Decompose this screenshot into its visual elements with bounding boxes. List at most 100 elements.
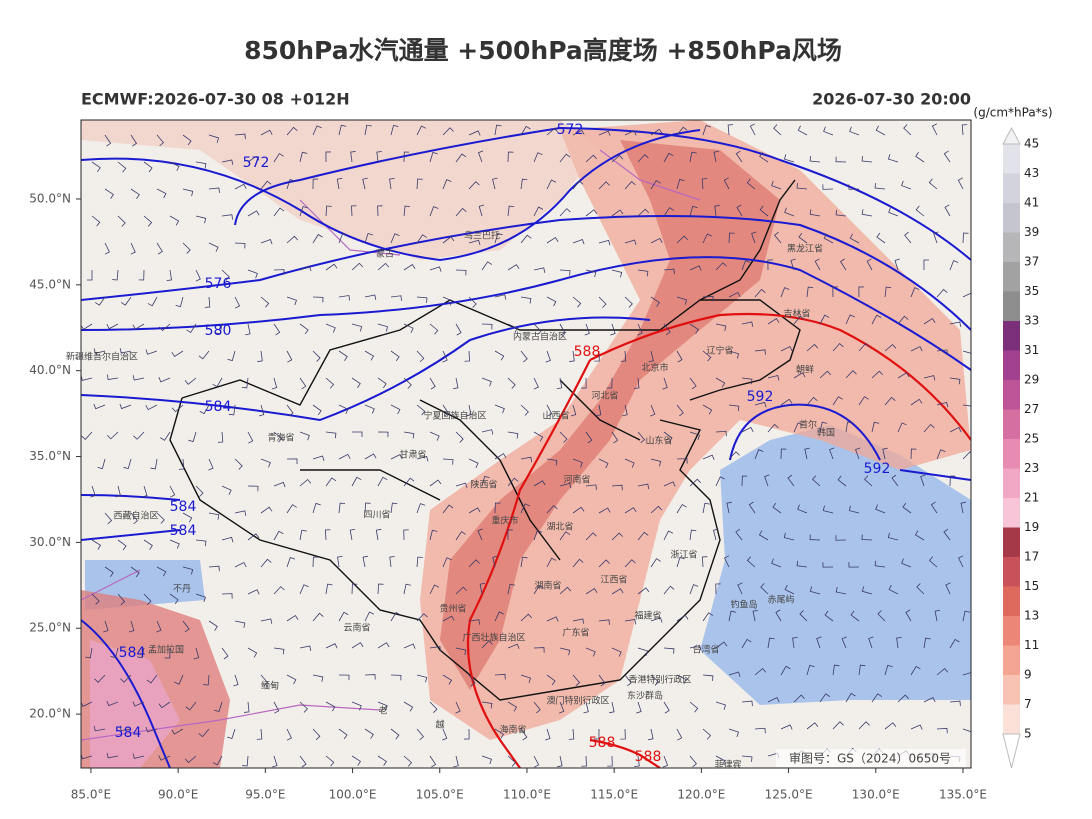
wind-barb xyxy=(767,637,775,649)
wind-barb xyxy=(949,426,962,433)
wind-barb xyxy=(749,123,756,136)
place-label: 辽宁省 xyxy=(706,345,733,357)
wind-barb xyxy=(442,557,452,568)
wind-barb xyxy=(559,647,571,656)
wind-barb xyxy=(227,350,236,362)
wind-barb xyxy=(572,674,581,687)
wind-barb xyxy=(481,377,492,387)
wind-barb xyxy=(351,476,362,487)
wind-barb xyxy=(128,620,135,633)
wind-barb xyxy=(351,262,364,271)
wind-barb xyxy=(559,269,571,276)
wind-barb xyxy=(158,323,171,332)
wind-barb xyxy=(208,512,220,520)
wind-barb xyxy=(728,232,735,244)
wind-barb xyxy=(650,296,660,307)
place-label: 陕西省 xyxy=(470,479,497,491)
wind-barb xyxy=(934,609,941,622)
wind-barb xyxy=(455,323,462,336)
wind-barb xyxy=(132,701,145,707)
wind-barb xyxy=(273,207,285,217)
approval: 审图号：GS（2024）0650号 xyxy=(789,751,951,766)
wind-barb xyxy=(726,501,732,514)
wind-barb xyxy=(442,674,453,685)
wind-barb xyxy=(662,755,669,768)
wind-barb xyxy=(741,321,754,327)
wind-barb xyxy=(943,150,951,163)
wind-barb xyxy=(171,728,184,735)
wind-barb xyxy=(468,559,480,568)
wind-barb xyxy=(780,398,793,406)
colorbar-segment xyxy=(1003,291,1020,321)
place-label: 黑龙江省 xyxy=(787,243,823,255)
place-label: 不丹 xyxy=(173,584,191,595)
wind-barb xyxy=(468,296,477,308)
wind-barb xyxy=(585,647,596,657)
wind-barb xyxy=(338,124,347,136)
wind-barb xyxy=(868,636,874,649)
wind-barb xyxy=(858,664,866,676)
wind-barb xyxy=(809,586,821,595)
wind-barb xyxy=(741,475,748,487)
wind-barb xyxy=(442,350,448,363)
wind-barb xyxy=(286,235,299,244)
wind-barb xyxy=(195,593,206,603)
wind-barb xyxy=(533,701,541,714)
wind-barb xyxy=(138,269,145,281)
wind-barb xyxy=(403,431,415,439)
wind-barb xyxy=(442,296,453,306)
wind-barb xyxy=(962,610,971,622)
wind-barb xyxy=(364,232,373,244)
wind-barb xyxy=(286,674,297,685)
wind-barb xyxy=(481,261,493,271)
wind-barb xyxy=(299,755,307,768)
place-label: 内蒙古自治区 xyxy=(513,331,567,343)
wind-barb xyxy=(169,215,180,226)
place-label: 北京市 xyxy=(641,362,668,374)
wind-barb xyxy=(166,269,172,282)
wind-barb xyxy=(325,701,336,712)
wind-barb xyxy=(702,404,713,415)
wind-barb xyxy=(243,701,250,713)
wind-barb xyxy=(377,323,389,332)
wind-barb xyxy=(350,151,356,163)
wind-barb xyxy=(650,404,656,417)
wind-barb xyxy=(584,323,590,336)
wind-barb xyxy=(403,323,414,333)
wind-barb xyxy=(533,647,545,653)
wind-barb xyxy=(85,647,93,659)
lon-tick-label: 125.0°E xyxy=(765,788,813,802)
wind-barb xyxy=(286,404,294,417)
wind-barb xyxy=(829,447,835,460)
place-label: 朝鲜 xyxy=(796,364,814,376)
wind-barb xyxy=(559,531,571,541)
wind-barb xyxy=(819,421,828,433)
wind-barb xyxy=(91,215,101,227)
place-label: 重庆市 xyxy=(491,515,518,527)
place-label: 山东省 xyxy=(645,435,672,447)
wind-barb xyxy=(832,721,844,730)
lon-tick-label: 95.0°E xyxy=(245,788,285,802)
wind-barb xyxy=(620,728,626,740)
wind-barb xyxy=(767,423,779,433)
wind-barb xyxy=(835,156,847,163)
wind-barb xyxy=(507,323,518,333)
wind-barb xyxy=(835,535,847,541)
wind-barb xyxy=(845,421,853,433)
wind-barb xyxy=(377,701,388,711)
colorbar-segment xyxy=(1003,498,1020,528)
wind-barb xyxy=(533,585,544,595)
place-label: 孟加拉国 xyxy=(148,644,184,656)
wind-barb xyxy=(735,150,743,163)
wind-barb xyxy=(520,613,533,622)
wind-barb xyxy=(130,242,136,255)
lon-tick-label: 85.0°E xyxy=(71,788,111,802)
wind-barb xyxy=(195,269,201,282)
contour-label: 580 xyxy=(205,323,232,339)
wind-barb xyxy=(888,584,899,595)
wind-barb xyxy=(715,583,721,595)
wind-barb xyxy=(351,701,362,711)
colorbar-label: 35 xyxy=(1024,284,1039,298)
wind-barb xyxy=(520,456,533,463)
place-label: 东沙群岛 xyxy=(627,690,663,702)
